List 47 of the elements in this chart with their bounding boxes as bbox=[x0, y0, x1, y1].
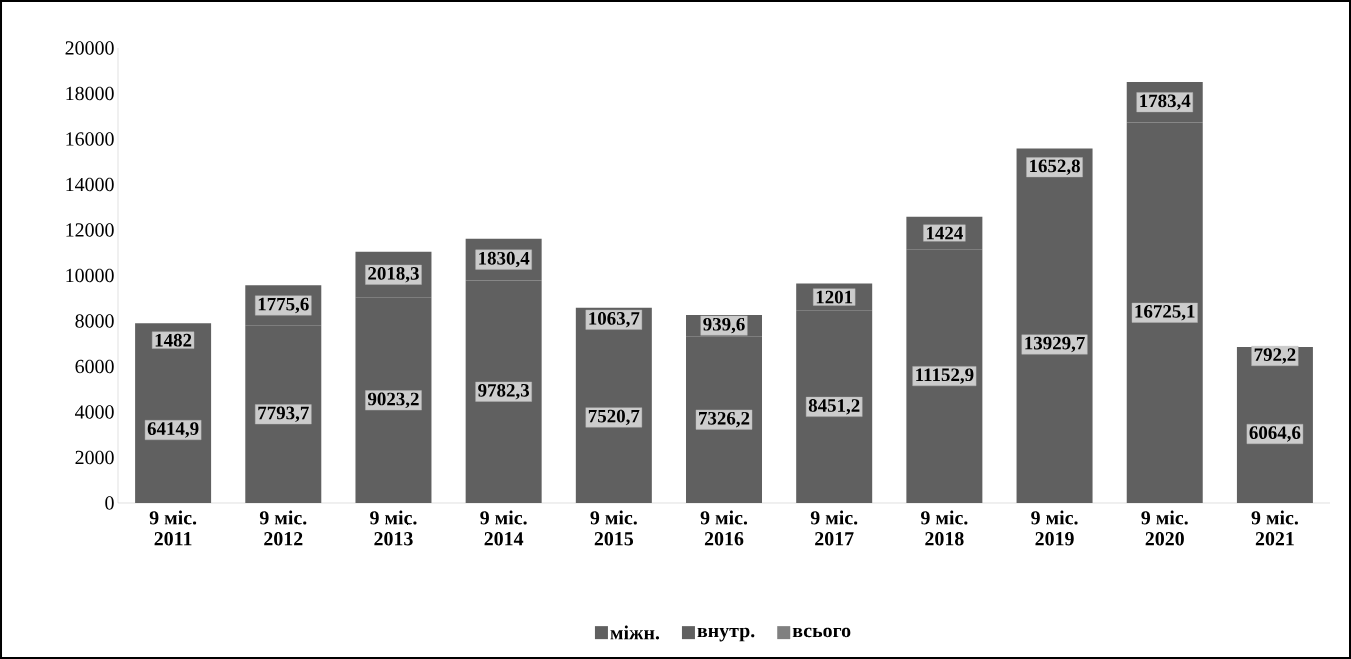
data-label: 11152,9 bbox=[916, 368, 974, 384]
data-label: 1652,8 bbox=[1030, 159, 1080, 176]
data-label: 6414,9 bbox=[147, 422, 199, 438]
data-label: 9782,3 bbox=[478, 383, 530, 400]
data-label: 792,2 bbox=[1254, 348, 1296, 364]
x-tick-label: 9 міс. 2013 bbox=[370, 510, 417, 546]
data-label: 939,6 bbox=[703, 317, 745, 334]
legend-label: внутр. bbox=[697, 627, 755, 642]
data-label: 1482 bbox=[155, 333, 192, 347]
x-tick-label: 9 міс. 2021 bbox=[1251, 510, 1298, 546]
x-tick-label: 9 міс. 2011 bbox=[149, 510, 197, 546]
x-tick-label: 9 міс. 2015 bbox=[590, 510, 637, 546]
y-tick-label: 18000 bbox=[66, 86, 114, 101]
data-label: 9023,2 bbox=[367, 392, 419, 409]
data-label: 1775,6 bbox=[258, 297, 309, 314]
data-label: 13929,7 bbox=[1025, 336, 1085, 353]
y-tick-label: 20000 bbox=[65, 41, 114, 55]
x-tick-label: 9 міс. 2014 bbox=[480, 510, 527, 546]
x-tick-label: 9 міс. 2017 bbox=[810, 510, 858, 546]
y-tick-label: 10000 bbox=[66, 268, 114, 283]
legend-label: міжн. bbox=[610, 625, 660, 640]
y-tick-label: 0 bbox=[105, 496, 114, 510]
data-label: 1783,4 bbox=[1140, 94, 1191, 110]
x-tick-label: 9 міс. 2018 bbox=[920, 510, 968, 546]
data-label: 1201 bbox=[816, 290, 853, 304]
data-label: 7793,7 bbox=[258, 406, 309, 423]
y-tick-label: 16000 bbox=[66, 132, 114, 146]
y-tick-label: 2000 bbox=[75, 450, 114, 465]
x-tick-label: 9 міс. 2019 bbox=[1031, 510, 1078, 546]
y-tick-label: 14000 bbox=[66, 177, 114, 192]
y-tick-label: 6000 bbox=[75, 359, 114, 374]
data-label: 8451,2 bbox=[808, 399, 860, 415]
x-tick-label: 9 міс. 2016 bbox=[700, 510, 748, 546]
data-label: 1830,4 bbox=[479, 251, 530, 268]
data-label: 1063,7 bbox=[589, 312, 640, 328]
x-tick-label: 9 міс. 2020 bbox=[1141, 510, 1188, 546]
y-tick-label: 12000 bbox=[66, 223, 114, 237]
y-tick-label: 8000 bbox=[75, 314, 114, 328]
data-label: 7520,7 bbox=[588, 409, 640, 426]
data-label: 2018,3 bbox=[368, 267, 419, 283]
data-label: 16725,1 bbox=[1135, 305, 1195, 321]
legend-label: всього bbox=[792, 627, 851, 638]
x-tick-label: 9 міс. 2012 bbox=[259, 510, 307, 546]
data-label: 6064,6 bbox=[1249, 426, 1301, 442]
y-tick-label: 4000 bbox=[75, 405, 114, 419]
data-label: 1424 bbox=[926, 226, 963, 240]
data-label: 7326,2 bbox=[699, 411, 750, 428]
